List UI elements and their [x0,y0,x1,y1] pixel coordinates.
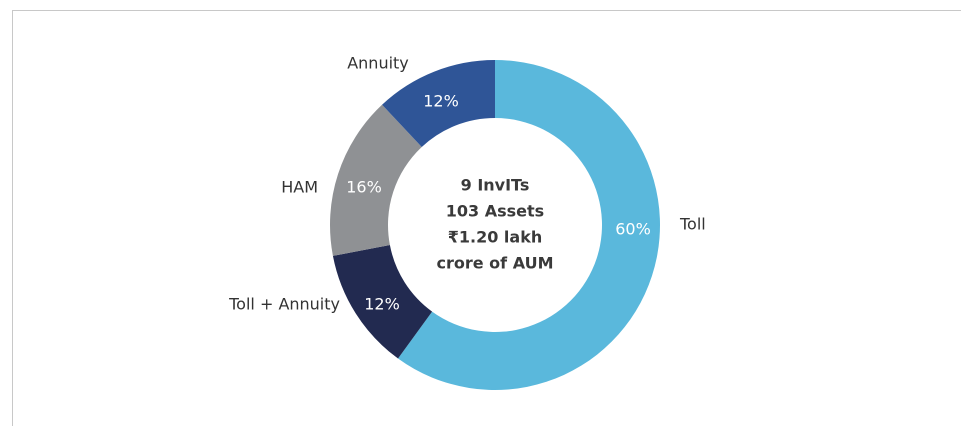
value-label: 60% [615,220,651,239]
donut-segment [382,60,495,148]
donut-segment [398,60,661,390]
donut-segment [329,104,422,256]
category-label: Annuity [347,54,409,73]
value-label: 12% [423,92,459,111]
category-label: Toll [679,215,706,234]
value-label: 12% [364,295,400,314]
donut-segment [332,245,433,359]
center-text: ₹1.20 lakh [448,228,543,247]
center-text: crore of AUM [436,254,553,273]
category-label: HAM [281,178,318,197]
category-label: Toll + Annuity [228,295,340,314]
center-text: 9 InvITs [461,176,530,195]
value-label: 16% [346,178,382,197]
center-text: 103 Assets [446,202,544,221]
